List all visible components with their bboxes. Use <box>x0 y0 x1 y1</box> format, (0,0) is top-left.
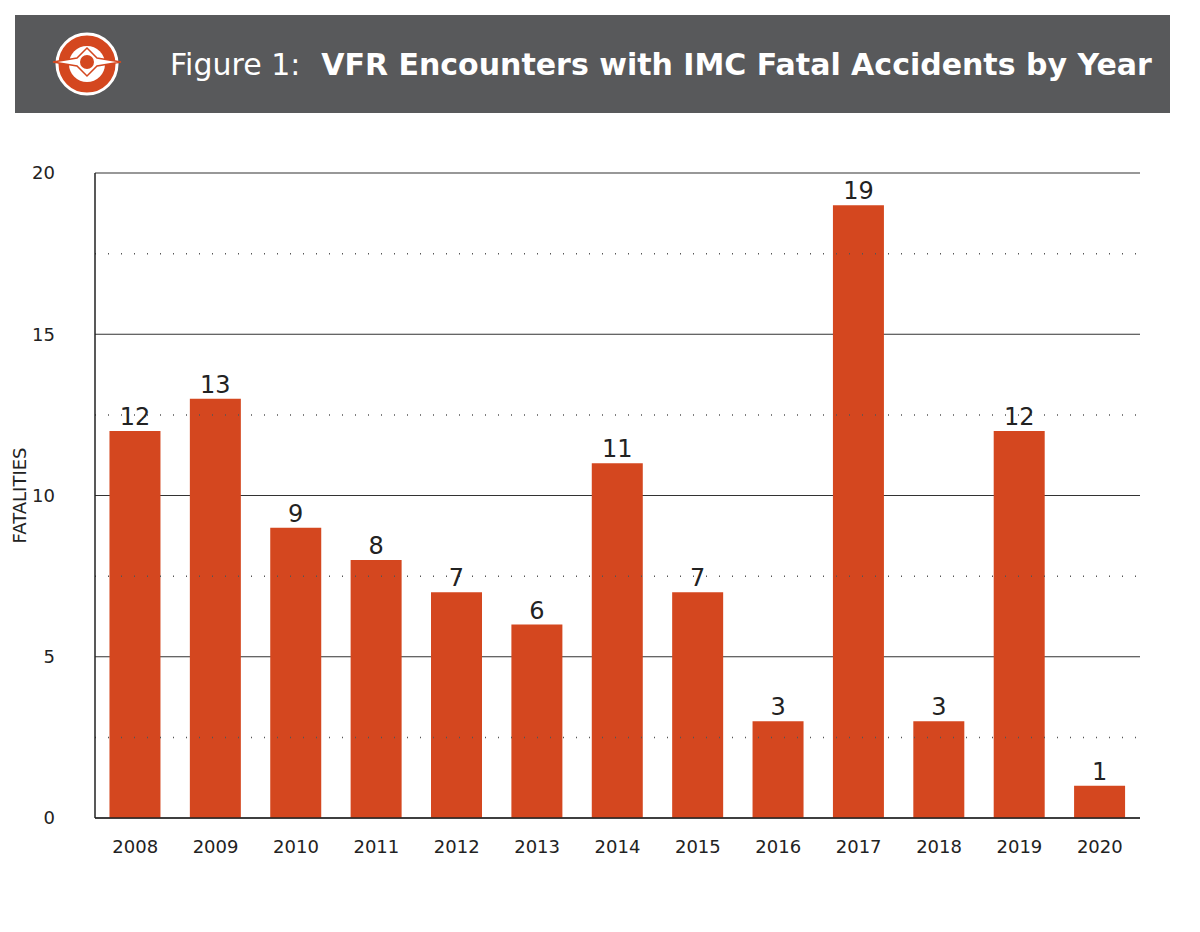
svg-text:2018: 2018 <box>916 836 962 857</box>
svg-text:10: 10 <box>32 485 55 506</box>
svg-text:2011: 2011 <box>353 836 399 857</box>
svg-text:15: 15 <box>32 324 55 345</box>
svg-text:8: 8 <box>368 532 383 560</box>
svg-text:FATALITIES: FATALITIES <box>9 448 30 544</box>
svg-text:12: 12 <box>1004 403 1035 431</box>
svg-text:7: 7 <box>449 564 464 592</box>
svg-text:2020: 2020 <box>1077 836 1123 857</box>
svg-text:1: 1 <box>1092 758 1107 786</box>
svg-text:0: 0 <box>44 807 55 828</box>
svg-text:13: 13 <box>200 371 231 399</box>
svg-text:2010: 2010 <box>273 836 319 857</box>
svg-text:12: 12 <box>120 403 151 431</box>
svg-text:2014: 2014 <box>595 836 641 857</box>
svg-text:11: 11 <box>602 435 633 463</box>
svg-text:7: 7 <box>690 564 705 592</box>
svg-text:3: 3 <box>770 693 785 721</box>
svg-text:9: 9 <box>288 500 303 528</box>
svg-text:2019: 2019 <box>997 836 1043 857</box>
svg-text:6: 6 <box>529 597 544 625</box>
svg-text:19: 19 <box>843 177 874 205</box>
svg-text:2012: 2012 <box>434 836 480 857</box>
svg-text:5: 5 <box>44 646 55 667</box>
svg-text:2009: 2009 <box>193 836 239 857</box>
svg-text:2008: 2008 <box>112 836 158 857</box>
svg-text:20: 20 <box>32 162 55 183</box>
svg-text:3: 3 <box>931 693 946 721</box>
html-text:Figure 1: VFR Encounters with: Figure 1: VFR Encounters with IMC Fatal … <box>170 46 1152 82</box>
svg-text:2015: 2015 <box>675 836 721 857</box>
svg-text:2016: 2016 <box>755 836 801 857</box>
svg-text:2013: 2013 <box>514 836 560 857</box>
svg-text:2017: 2017 <box>836 836 882 857</box>
